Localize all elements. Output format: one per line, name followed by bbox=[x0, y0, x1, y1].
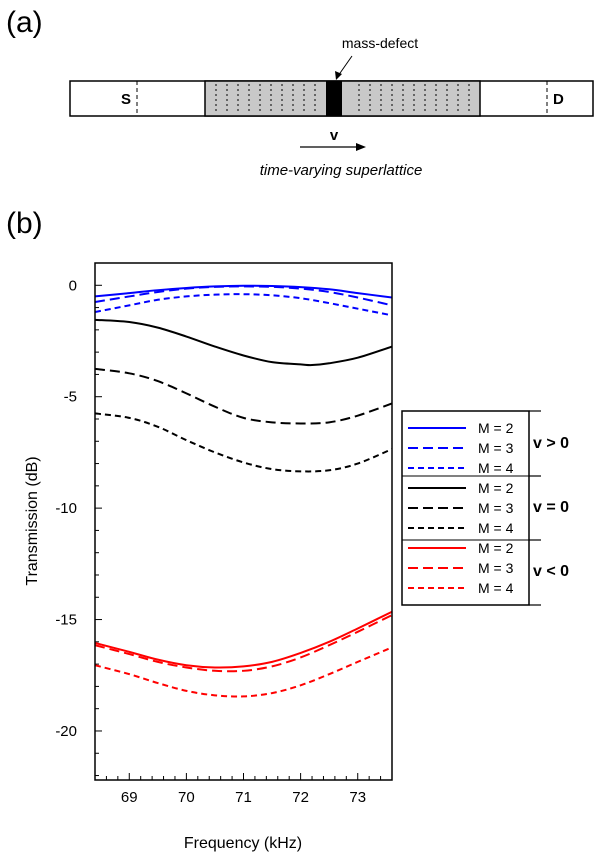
legend-entry-label: M = 3 bbox=[478, 440, 514, 456]
legend-entry-label: M = 2 bbox=[478, 420, 514, 436]
velocity-arrowhead bbox=[356, 143, 366, 151]
legend-group-label: v > 0 bbox=[533, 435, 569, 452]
series-line bbox=[95, 646, 392, 698]
legend-entry-label: M = 4 bbox=[478, 520, 514, 536]
detector-label: D bbox=[553, 91, 564, 108]
legend-entry-label: M = 2 bbox=[478, 480, 514, 496]
legend-group-label: v < 0 bbox=[533, 563, 569, 580]
y-axis-label: Transmission (dB) bbox=[24, 456, 41, 585]
x-tick-label: 71 bbox=[235, 789, 252, 806]
x-tick-label: 69 bbox=[121, 789, 138, 806]
superlattice-region bbox=[204, 80, 481, 117]
x-tick-label: 70 bbox=[178, 789, 195, 806]
series-line bbox=[95, 614, 392, 673]
panel-a: (a) S D mass-defect v time-varying super… bbox=[6, 6, 594, 179]
legend-entry-label: M = 4 bbox=[478, 460, 514, 476]
series-line bbox=[95, 284, 392, 299]
axis-tick-labels: 69 70 71 72 73 0 -5 -10 -15 -20 bbox=[55, 277, 366, 806]
panel-a-caption: time-varying superlattice bbox=[260, 162, 423, 179]
legend-entry-label: M = 3 bbox=[478, 500, 514, 516]
y-tick-label: -5 bbox=[64, 389, 77, 406]
legend-items: M = 2 M = 3 M = 4 M = 2 M = 3 M = 4 M = 2 M = 3… bbox=[408, 420, 569, 596]
axis-ticks bbox=[94, 262, 393, 780]
legend-entry-label: M = 2 bbox=[478, 540, 514, 556]
panel-a-label: (a) bbox=[6, 6, 43, 39]
y-tick-label: -15 bbox=[55, 612, 77, 629]
plot-frame bbox=[94, 262, 393, 781]
annotation-arrow bbox=[337, 55, 353, 77]
legend: M = 2 M = 3 M = 4 M = 2 M = 3 M = 4 M = 2 M = 3… bbox=[401, 410, 569, 606]
panel-b: (b) 69 70 71 72 73 0 -5 -10 -15 -20 Frequency (kH… bbox=[6, 207, 569, 852]
series-line bbox=[95, 367, 392, 425]
x-tick-label: 73 bbox=[349, 789, 366, 806]
annotation-arrowhead bbox=[335, 71, 342, 80]
series-lines bbox=[95, 284, 392, 698]
y-tick-label: -10 bbox=[55, 500, 77, 517]
mass-defect-annotation: mass-defect bbox=[342, 35, 418, 51]
legend-entry-label: M = 4 bbox=[478, 580, 514, 596]
mass-defect-block bbox=[326, 81, 342, 116]
series-line bbox=[95, 318, 392, 367]
legend-entry-label: M = 3 bbox=[478, 560, 514, 576]
series-line bbox=[95, 412, 392, 473]
x-tick-label: 72 bbox=[292, 789, 309, 806]
series-line bbox=[95, 293, 392, 317]
y-tick-label: -20 bbox=[55, 723, 77, 740]
series-line bbox=[95, 610, 392, 669]
legend-group-label: v = 0 bbox=[533, 499, 569, 516]
velocity-label: v bbox=[330, 127, 339, 144]
source-label: S bbox=[121, 91, 131, 108]
y-tick-label: 0 bbox=[69, 277, 77, 294]
panel-b-label: (b) bbox=[6, 207, 43, 240]
x-axis-label: Frequency (kHz) bbox=[184, 835, 302, 852]
series-line bbox=[95, 285, 392, 307]
